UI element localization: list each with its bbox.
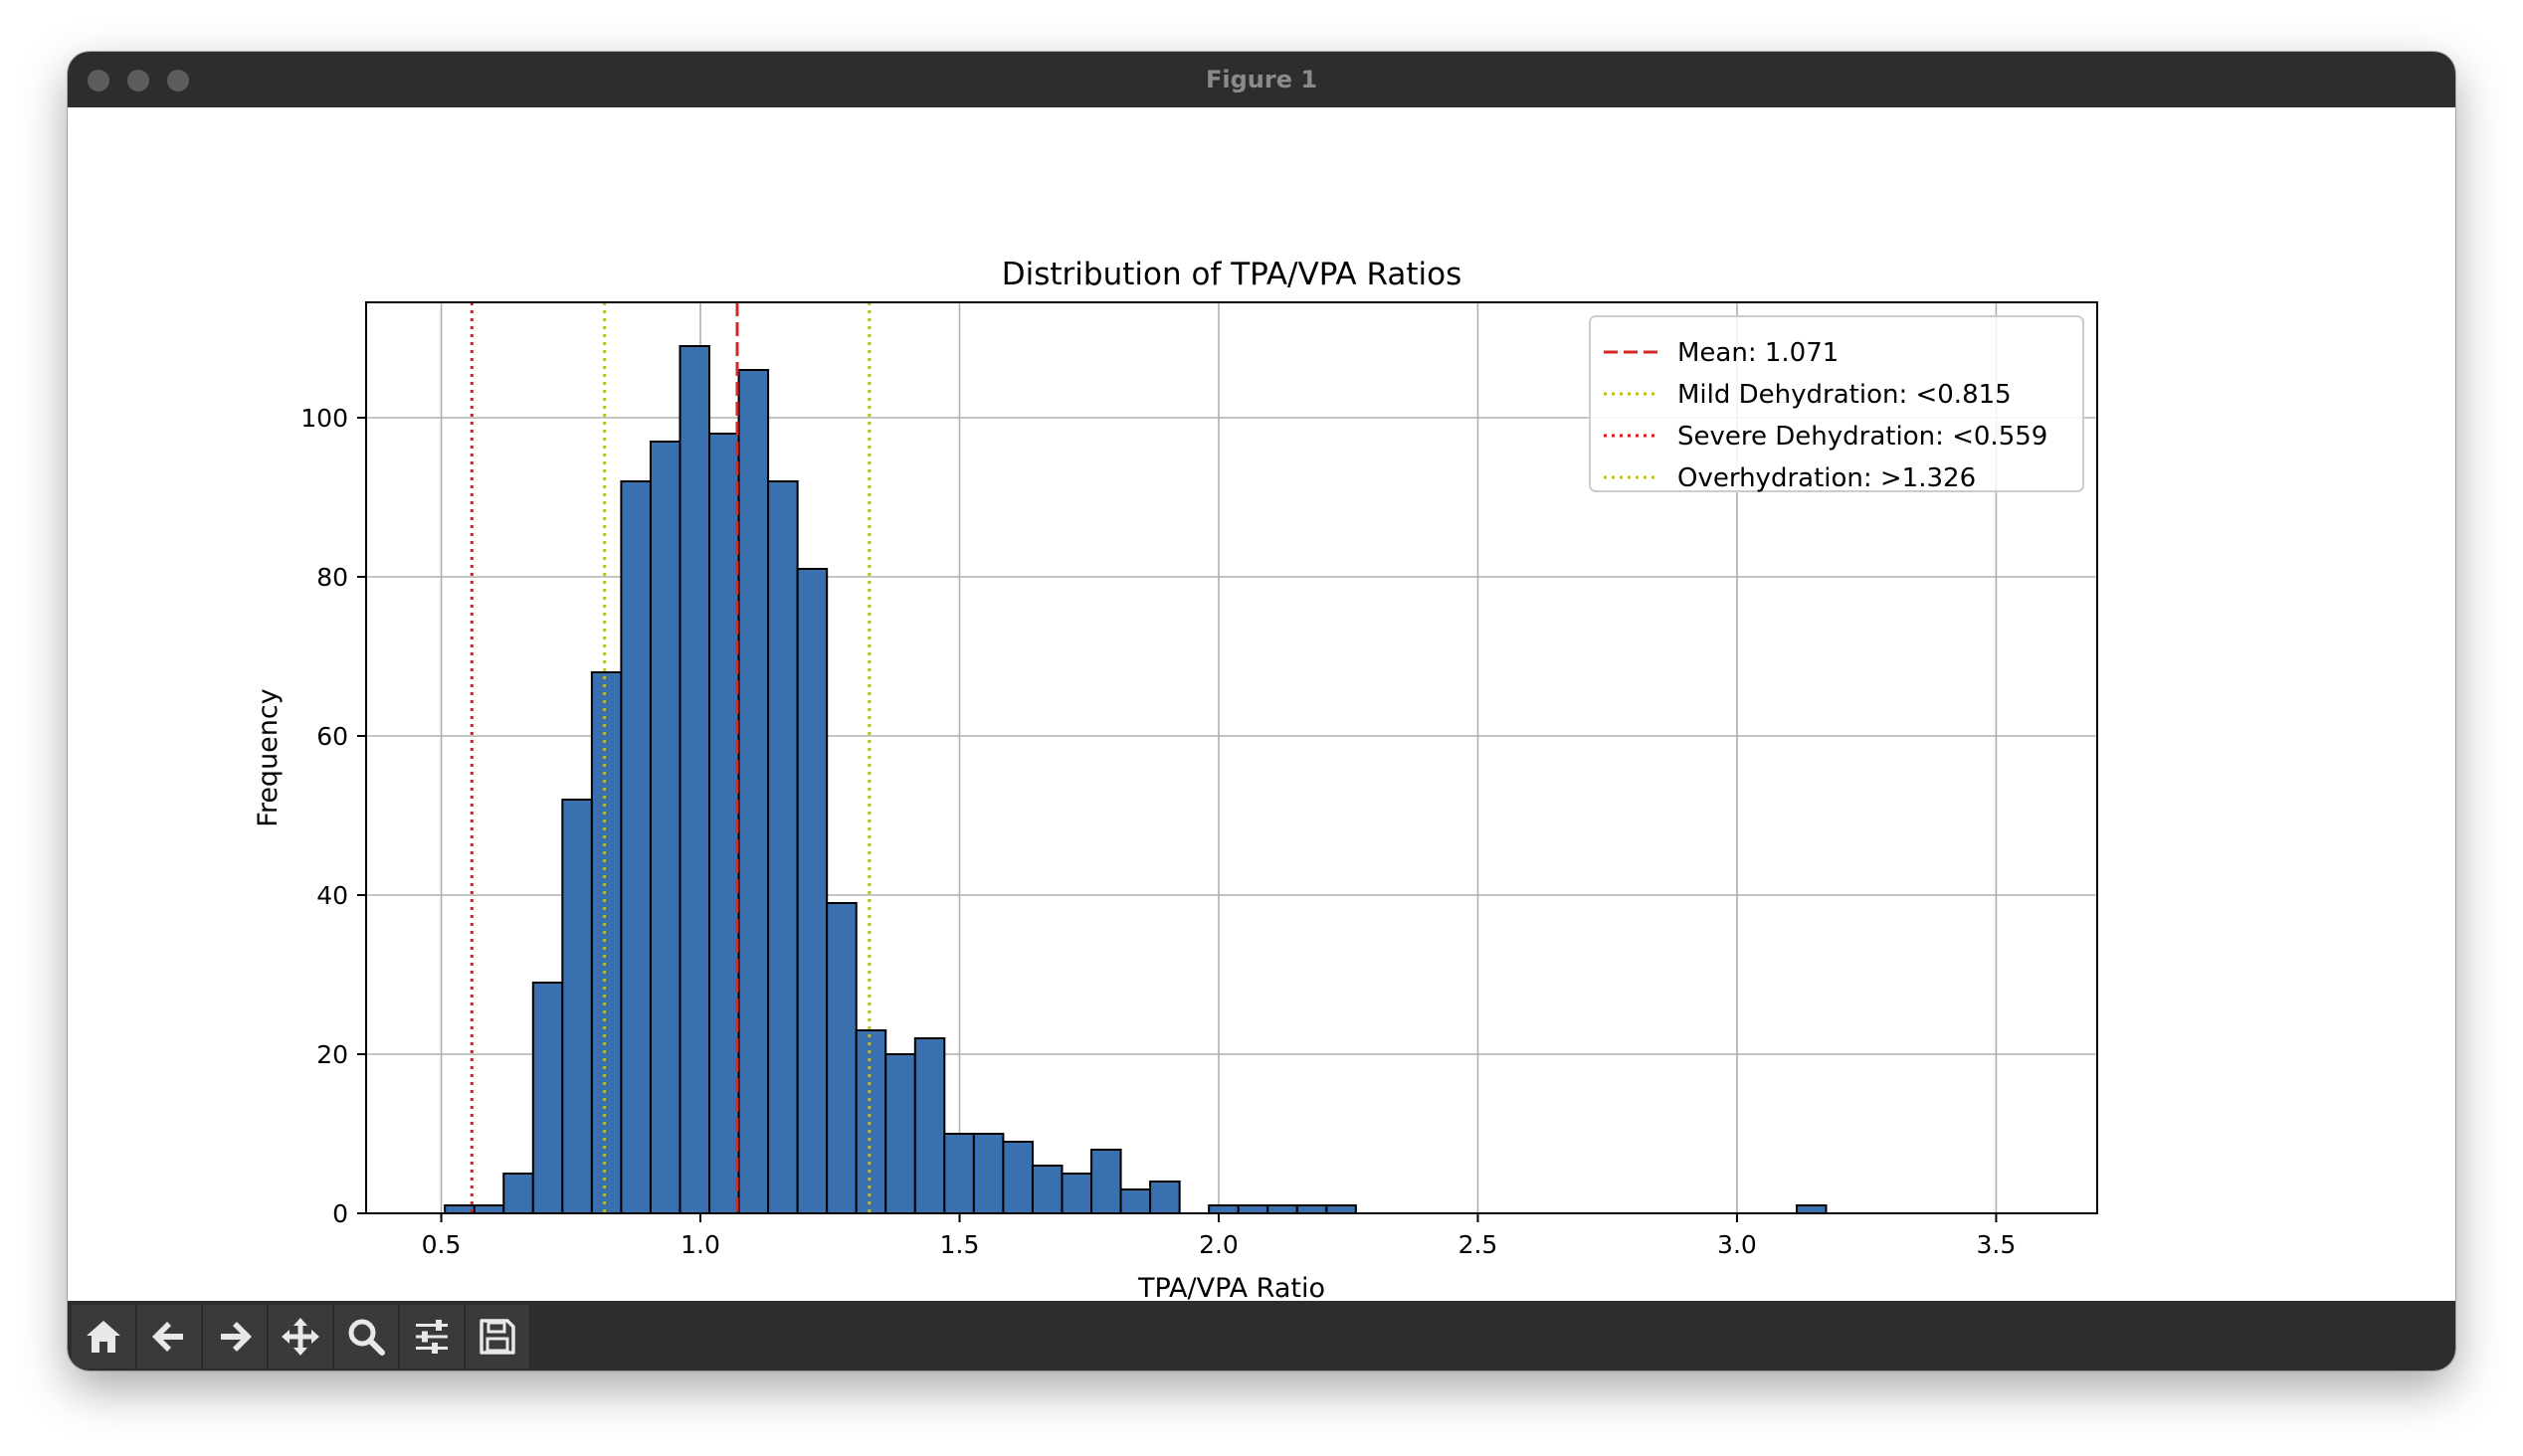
histogram-bar: [531, 982, 564, 1214]
histogram-bar: [972, 1133, 1005, 1214]
navigation-toolbar: [68, 1301, 2455, 1370]
histogram-bar: [913, 1037, 946, 1214]
histogram-bar: [1795, 1204, 1828, 1214]
zoom-button[interactable]: [334, 1305, 400, 1368]
histogram-bar: [708, 433, 740, 1214]
legend-entry-label: Overhydration: >1.326: [1677, 463, 1976, 493]
histogram-bar: [767, 480, 799, 1214]
y-tick-label: 100: [300, 404, 348, 433]
histogram-bar: [1266, 1204, 1298, 1214]
magnifier-icon: [348, 1319, 385, 1356]
histogram-bar: [1090, 1149, 1122, 1214]
y-tick-label: 20: [316, 1040, 348, 1069]
legend-box: [1589, 315, 2084, 492]
y-tick-label: 0: [332, 1199, 348, 1228]
histogram-bar: [590, 671, 623, 1214]
histogram-bar: [884, 1053, 916, 1214]
x-tick-label: 2.0: [1199, 1230, 1239, 1259]
window-title: Figure 1: [1205, 66, 1318, 93]
save-button[interactable]: [466, 1305, 531, 1368]
floppy-disk-icon: [480, 1319, 515, 1355]
histogram-bar: [1237, 1204, 1269, 1214]
forward-button[interactable]: [203, 1305, 269, 1368]
histogram-bar: [1149, 1181, 1181, 1214]
legend-entry-label: Severe Dehydration: <0.559: [1677, 422, 2047, 452]
legend-entry-label: Mean: 1.071: [1677, 338, 1839, 368]
histogram-bar: [1031, 1165, 1064, 1214]
y-tick-label: 60: [316, 722, 348, 751]
histogram-bar: [943, 1133, 975, 1214]
histogram-bar: [1061, 1173, 1093, 1214]
home-icon: [87, 1321, 120, 1353]
histogram-bar: [855, 1029, 887, 1214]
x-tick-label: 3.0: [1717, 1230, 1757, 1259]
histogram-bar: [796, 568, 829, 1214]
histogram-bar: [679, 345, 711, 1214]
histogram-chart: 0.5 1.0 1.5 2.0 2.5 3.0 3.5 0 20 40 60 80 100 Distri…: [68, 107, 2455, 1301]
histogram-bar: [1325, 1204, 1357, 1214]
histogram-bar: [502, 1173, 534, 1214]
histogram-bar: [561, 799, 593, 1214]
title-bar: Figure 1: [68, 52, 2455, 107]
figure-canvas[interactable]: 0.5 1.0 1.5 2.0 2.5 3.0 3.5 0 20 40 60 80 100 Distri…: [68, 107, 2455, 1301]
histogram-bar: [444, 1204, 476, 1214]
x-axis-label: TPA/VPA Ratio: [1137, 1273, 1325, 1301]
legend-entry-label: Mild Dehydration: <0.815: [1677, 380, 2012, 410]
histogram-bar: [649, 441, 681, 1214]
minimize-window-button[interactable]: [127, 70, 149, 91]
arrow-right-icon: [221, 1322, 252, 1352]
axes-frame: [365, 301, 2098, 1214]
histogram-bar: [473, 1204, 505, 1214]
y-axis-label: Frequency: [253, 688, 284, 827]
histogram-bar: [826, 902, 858, 1214]
pan-button[interactable]: [269, 1305, 334, 1368]
back-button[interactable]: [137, 1305, 203, 1368]
configure-subplots-button[interactable]: [400, 1305, 466, 1368]
sliders-icon: [416, 1320, 448, 1354]
x-tick-label: 0.5: [422, 1230, 462, 1259]
arrow-left-icon: [152, 1322, 183, 1352]
maximize-window-button[interactable]: [167, 70, 189, 91]
figure-window: Figure 1 0.5 1.0 1.5 2.0 2.5 3.0 3.5 0 20 40 60 80 1…: [68, 52, 2455, 1370]
x-tick-label: 3.5: [1977, 1230, 2017, 1259]
move-icon: [282, 1318, 319, 1356]
histogram-bar: [620, 480, 652, 1214]
chart-title: Distribution of TPA/VPA Ratios: [1002, 257, 1461, 292]
x-tick-label: 1.0: [680, 1230, 720, 1259]
histogram-bar: [1208, 1204, 1240, 1214]
y-tick-label: 80: [316, 563, 348, 592]
close-window-button[interactable]: [88, 70, 109, 91]
x-tick-label: 2.5: [1458, 1230, 1498, 1259]
histogram-bar: [1002, 1141, 1034, 1214]
histogram-bar: [1119, 1188, 1152, 1214]
legend: Mean: 1.071 Mild Dehydration: <0.815 Sever…: [1589, 315, 2084, 493]
histogram-bar: [737, 369, 770, 1214]
home-button[interactable]: [72, 1305, 137, 1368]
histogram-bar: [1295, 1204, 1328, 1214]
y-tick-label: 40: [316, 881, 348, 910]
x-tick-label: 1.5: [940, 1230, 980, 1259]
